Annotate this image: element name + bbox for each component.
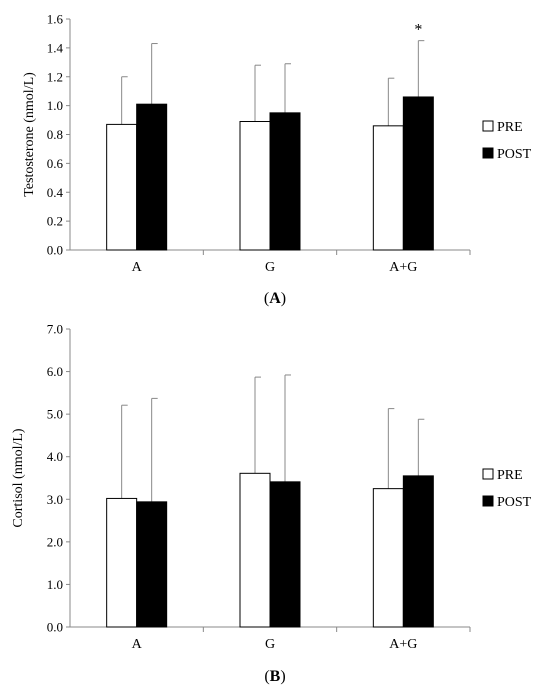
panel-label: (A) [264, 290, 286, 307]
y-tick-label: 1.2 [47, 69, 63, 84]
y-tick-label: 0.0 [47, 620, 63, 635]
y-tick-label: 0.0 [47, 243, 63, 258]
bar-pre [106, 123, 138, 251]
y-tick-label: 3.0 [47, 492, 63, 507]
bar-post [269, 481, 301, 628]
legend-swatch-pre [482, 468, 494, 480]
legend-label: PRE [497, 120, 523, 135]
y-tick-label: 0.8 [47, 127, 63, 142]
x-tick-label: A+G [389, 260, 417, 275]
panel-label: (B) [264, 668, 285, 685]
y-tick-label: 1.6 [47, 12, 64, 27]
bar-post [136, 103, 168, 251]
legend-swatch-post [482, 147, 494, 159]
y-tick-label: 7.0 [47, 322, 63, 337]
y-tick-label: 0.4 [47, 185, 64, 200]
y-tick-label: 5.0 [47, 407, 63, 422]
bar-post [402, 96, 434, 251]
bar-pre [372, 488, 404, 628]
y-axis-title: Testosterone (nmol/L) [22, 72, 37, 197]
bar-post [269, 112, 301, 251]
y-tick-label: 4.0 [47, 449, 63, 464]
bar-post [402, 475, 434, 628]
significance-marker: * [414, 22, 422, 39]
x-tick-label: G [265, 260, 275, 275]
chart-panel-a: 0.00.20.40.60.81.01.21.41.6A G A+G*Testost… [22, 12, 532, 308]
bar-post [136, 501, 168, 628]
y-tick-label: 1.4 [47, 40, 64, 55]
x-tick-label: A+G [389, 637, 417, 652]
legend-label: POST [497, 147, 532, 162]
y-tick-label: 1.0 [47, 577, 63, 592]
panel-label-open: ( [264, 290, 269, 307]
bar-pre [239, 472, 271, 628]
y-tick-label: 0.2 [47, 214, 63, 229]
panel-label-letter: A [269, 290, 281, 307]
chart-panel-b: 0.0 1.0 2.0 3.0 4.0 5.0 6.0 7.0 A G A+G Cortisol (n… [11, 322, 532, 686]
legend-label: POST [497, 495, 532, 510]
bar-pre [372, 125, 404, 251]
y-tick-label: 6.0 [47, 364, 63, 379]
y-tick-label: 0.6 [47, 156, 64, 171]
y-tick-label: 1.0 [47, 98, 63, 113]
panel-label-letter: B [270, 668, 281, 685]
y-tick-label: 2.0 [47, 534, 63, 549]
panel-label-open: ( [264, 668, 269, 685]
legend-swatch-pre [482, 120, 494, 132]
y-axis-title: Cortisol (nmol/L) [11, 428, 26, 528]
legend-swatch-post [482, 495, 494, 507]
legend-label: PRE [497, 468, 523, 483]
panel-label-close: ) [281, 290, 286, 307]
panel-label-close: ) [280, 668, 285, 685]
bar-pre [239, 121, 271, 251]
x-tick-label: A [132, 260, 143, 275]
x-tick-label: G [265, 637, 275, 652]
x-tick-label: A [132, 637, 143, 652]
bar-pre [106, 497, 138, 628]
